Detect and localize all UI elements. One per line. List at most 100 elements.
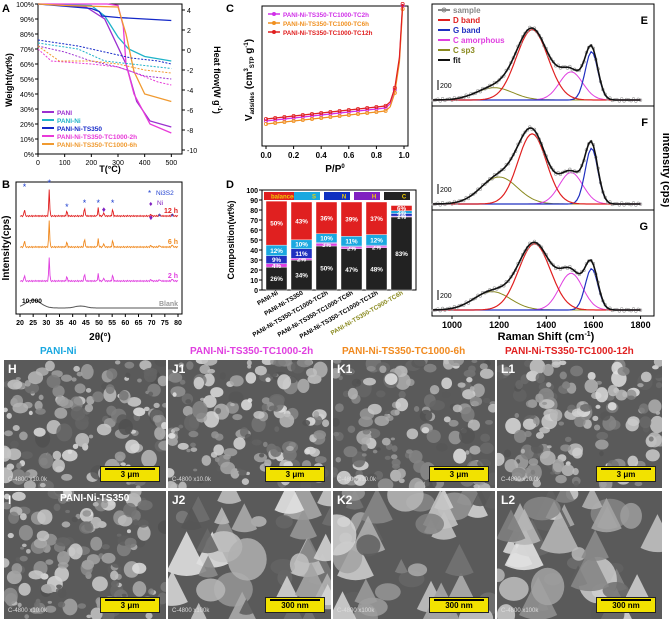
sem-grain [353, 474, 367, 486]
sem-grain [391, 458, 401, 467]
sem-grain [387, 491, 424, 512]
sem-grain [396, 468, 406, 479]
sem-grain [524, 360, 532, 368]
sem-grain [214, 457, 220, 463]
legend-entry: balanced [271, 195, 297, 201]
sem-grain [229, 375, 244, 387]
stack-label: 1% [397, 214, 407, 221]
sem-particle [581, 491, 603, 510]
sem-particle [467, 495, 488, 518]
sem-grain [127, 396, 142, 407]
sem-image-j1: J1 3 μm C-4800 x10.0k [168, 360, 331, 488]
isotherm-6h-marker [282, 120, 287, 125]
sem-grain [274, 426, 280, 432]
sem-grain [539, 450, 556, 466]
sem-particle [394, 559, 408, 574]
sem-grain [551, 361, 561, 368]
x-tick-label: 0.8 [371, 151, 383, 160]
legend-diamond: ♦ [149, 201, 153, 208]
sem-grain [615, 431, 628, 442]
isotherm-6h-marker [365, 111, 370, 116]
sem-grain [71, 516, 78, 523]
sem-grain [273, 360, 286, 367]
sem-grain [584, 379, 598, 393]
sem-grain [74, 383, 86, 394]
legend-entry: C amorphous [453, 36, 505, 45]
isotherm-12h-marker [346, 108, 351, 113]
sem-meta: C-4800 x100k [172, 608, 210, 614]
sem-grain [44, 360, 55, 372]
sem-grain [655, 382, 662, 389]
sem-meta: C-4800 x10.0k [8, 477, 48, 483]
panel-a-tga-chart: A0%10%20%30%40%50%60%70%80%90%100%0 100 20… [2, 2, 222, 174]
sem-grain [211, 431, 219, 439]
sem-grain [114, 360, 121, 365]
ni3s2-marker: * [96, 198, 100, 208]
sem-panel-label: K2 [337, 493, 353, 507]
x-axis-title: 2θ(°) [89, 332, 111, 343]
sem-grain [132, 562, 147, 574]
y-tick-label: 40 [250, 248, 258, 255]
sem-grain [441, 391, 451, 399]
sem-image-k1: K1 3 μm C-4800 x10.0k [333, 360, 495, 488]
sem-grain [126, 529, 132, 534]
heatflow-curve-1 [37, 45, 172, 80]
sem-grain [637, 383, 644, 388]
sem-grain [4, 587, 18, 605]
sem-grain [105, 384, 115, 395]
sem-grain [639, 416, 652, 429]
y-tick-label: 60 [250, 228, 258, 235]
fit-curve-E [433, 27, 641, 101]
sem-grain [15, 376, 21, 381]
g-band-curve-E [433, 50, 641, 101]
x-tick-label: 55 [108, 320, 116, 327]
sem-image-l2: L2 300 nm C-4800 x100k [497, 491, 662, 619]
sem-grain [37, 509, 53, 525]
sem-grain [423, 363, 437, 373]
scale-bar-line [105, 468, 155, 470]
sem-title-6h: PANI-Ni-TS350-TC1000-6h [342, 346, 466, 357]
sem-grain [228, 391, 244, 404]
sem-grain [120, 462, 126, 466]
sem-grain [367, 403, 382, 415]
sem-grain [7, 532, 14, 539]
sem-grain [148, 391, 154, 397]
sem-grain [511, 467, 526, 479]
sem-grain [592, 415, 599, 422]
sem-grain [52, 459, 65, 473]
sem-grain [24, 614, 30, 619]
sem-grain [57, 601, 66, 608]
sem-particle [239, 599, 254, 615]
y-axis-title: Intensity (cps) [660, 133, 669, 208]
sem-grain [647, 432, 662, 448]
sem-grain [253, 410, 265, 419]
x-tick-label: 0.2 [288, 151, 300, 160]
legend-marker [272, 21, 276, 25]
sem-grain [179, 379, 186, 385]
sem-grain [58, 552, 65, 557]
stack-label: 12% [370, 237, 383, 244]
g-band-curve-F [433, 147, 641, 205]
stack-label: 4% [272, 263, 282, 270]
sem-grain [137, 525, 151, 541]
sem-grain [92, 363, 102, 371]
sem-grain [219, 372, 226, 380]
sem-grain [528, 458, 539, 466]
stack-label: 34% [295, 273, 308, 280]
sem-particle [502, 536, 519, 554]
sem-grain [65, 509, 70, 514]
isotherm-12h-marker [291, 114, 296, 119]
sem-grain [520, 444, 534, 460]
stack-label: 6% [397, 206, 407, 213]
sem-title-2h: PANI-Ni-TS350-TC1000-2h [190, 346, 314, 357]
sem-meta: C-4800 x100k [501, 608, 539, 614]
sem-particle [555, 491, 575, 503]
x-tick-label: 30 [42, 320, 50, 327]
sem-grain [17, 602, 22, 608]
weight-curve-3 [37, 3, 172, 22]
stack-label: 2% [372, 244, 382, 251]
sem-grain [61, 521, 71, 528]
sem-grain [443, 416, 451, 423]
sem-grain [184, 414, 200, 432]
sem-grain [522, 418, 537, 430]
